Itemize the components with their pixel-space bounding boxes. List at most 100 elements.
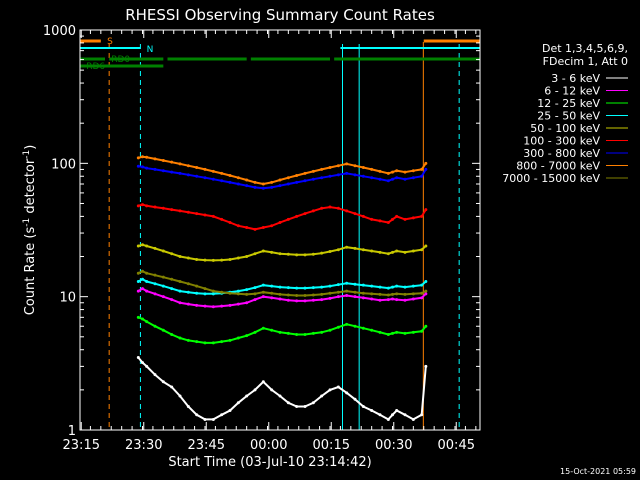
data-point bbox=[170, 385, 174, 389]
data-point bbox=[420, 214, 424, 218]
data-point bbox=[391, 413, 394, 417]
data-point bbox=[245, 334, 249, 338]
data-point bbox=[295, 253, 299, 257]
data-point bbox=[328, 166, 332, 170]
data-point bbox=[424, 161, 428, 165]
data-point bbox=[141, 269, 144, 273]
data-point bbox=[261, 249, 265, 253]
data-point bbox=[236, 224, 240, 228]
data-point bbox=[186, 338, 190, 342]
data-point bbox=[236, 182, 240, 186]
data-point bbox=[320, 251, 324, 255]
data-point bbox=[391, 297, 394, 301]
data-point bbox=[245, 184, 249, 188]
data-point bbox=[195, 413, 199, 417]
data-point bbox=[320, 176, 324, 180]
data-point bbox=[386, 220, 390, 224]
data-point bbox=[311, 209, 315, 213]
observing-flags: S N RD0 RD6 bbox=[79, 37, 480, 430]
data-point bbox=[411, 169, 415, 173]
data-point bbox=[220, 413, 224, 417]
data-point bbox=[391, 331, 394, 335]
data-point bbox=[203, 341, 207, 345]
data-point bbox=[195, 166, 199, 170]
data-point bbox=[370, 328, 374, 332]
y-tick-label: 1 bbox=[68, 424, 76, 439]
data-point bbox=[395, 330, 399, 334]
data-point bbox=[203, 287, 207, 291]
data-point bbox=[391, 285, 394, 289]
data-point bbox=[353, 173, 357, 177]
data-point bbox=[161, 295, 165, 299]
data-point bbox=[261, 182, 265, 186]
data-point bbox=[178, 279, 182, 283]
data-point bbox=[361, 283, 365, 287]
data-point bbox=[345, 162, 349, 166]
data-point bbox=[403, 331, 407, 335]
x-tick-label: 00:00 bbox=[250, 438, 287, 453]
data-point bbox=[391, 170, 394, 174]
data-point bbox=[424, 289, 428, 293]
data-point bbox=[411, 216, 415, 220]
data-point bbox=[195, 340, 199, 344]
data-point bbox=[420, 248, 424, 252]
data-point bbox=[403, 250, 407, 254]
data-point bbox=[386, 179, 390, 183]
data-point bbox=[261, 290, 265, 294]
data-point bbox=[245, 255, 249, 259]
x-tick-label: 00:15 bbox=[313, 438, 350, 453]
data-point bbox=[378, 219, 382, 223]
data-point bbox=[345, 391, 349, 395]
axes: 23:15 23:30 23:45 00:00 00:15 00:30 00:45 1 10 10… bbox=[43, 24, 480, 453]
data-point bbox=[411, 176, 415, 180]
data-point bbox=[186, 164, 190, 168]
data-point bbox=[170, 160, 174, 164]
data-point bbox=[236, 336, 240, 340]
data-point bbox=[253, 180, 257, 184]
data-point bbox=[141, 243, 144, 247]
data-point bbox=[378, 413, 382, 417]
data-point bbox=[295, 174, 299, 178]
data-point bbox=[328, 284, 332, 288]
data-point bbox=[286, 182, 290, 186]
data-point bbox=[228, 180, 232, 184]
data-point bbox=[141, 287, 144, 291]
y-axis-label-sup: -1 bbox=[22, 150, 32, 159]
data-point bbox=[411, 292, 415, 296]
data-point bbox=[370, 284, 374, 288]
legend-header: Det 1,3,4,5,6,9, bbox=[542, 42, 628, 55]
data-point bbox=[286, 217, 290, 221]
data-point bbox=[403, 292, 407, 296]
data-point bbox=[345, 322, 349, 326]
data-point bbox=[253, 330, 257, 334]
data-point bbox=[186, 302, 190, 306]
data-point bbox=[203, 176, 207, 180]
data-point bbox=[178, 255, 182, 259]
data-point bbox=[153, 205, 157, 209]
data-point bbox=[295, 294, 299, 298]
data-point bbox=[141, 361, 144, 365]
data-point bbox=[336, 283, 340, 287]
data-point bbox=[424, 364, 428, 368]
data-point bbox=[391, 177, 394, 181]
data-point bbox=[378, 285, 382, 289]
data-point bbox=[336, 295, 340, 299]
data-point bbox=[420, 329, 424, 333]
data-point bbox=[311, 331, 315, 335]
data-point bbox=[245, 178, 249, 182]
data-point bbox=[145, 166, 149, 170]
data-point bbox=[261, 283, 265, 287]
data-point bbox=[153, 292, 157, 296]
data-point bbox=[195, 257, 199, 261]
data-point bbox=[336, 206, 340, 210]
data-point bbox=[378, 292, 382, 296]
data-point bbox=[153, 373, 157, 377]
data-point bbox=[270, 284, 274, 288]
data-point bbox=[228, 291, 232, 295]
data-point bbox=[420, 296, 424, 300]
data-point bbox=[311, 169, 315, 173]
legend-entry-label: 6 - 12 keV bbox=[544, 85, 600, 98]
data-point bbox=[186, 282, 190, 286]
data-point bbox=[245, 292, 249, 296]
data-point bbox=[361, 174, 365, 178]
